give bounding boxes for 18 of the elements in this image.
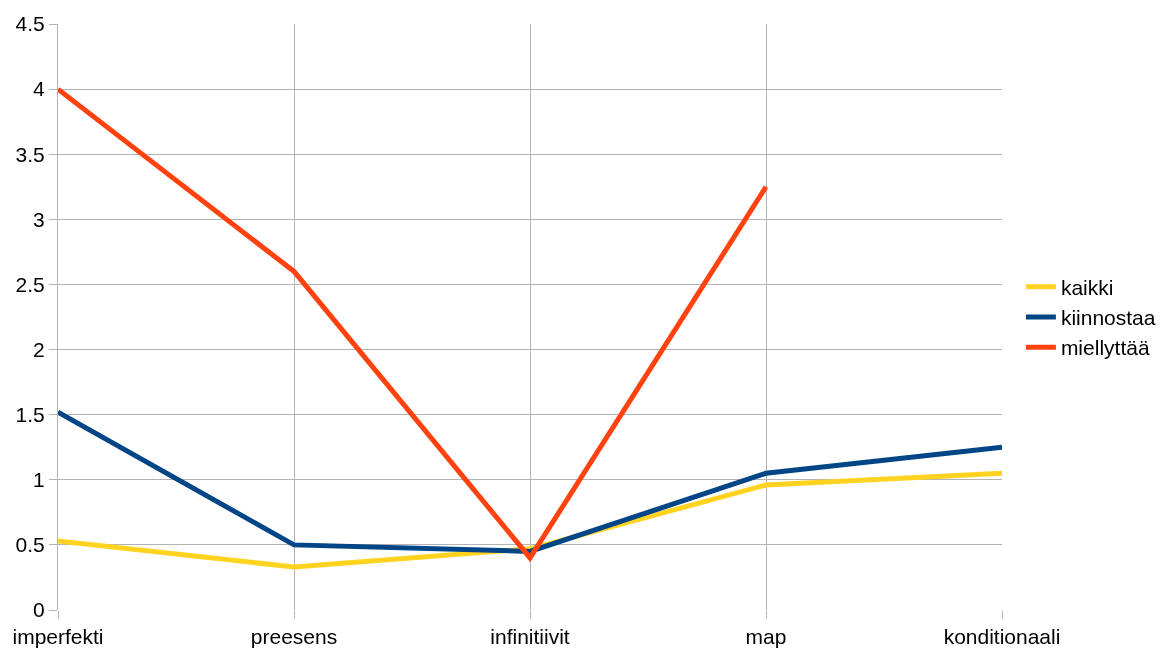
y-tick-label: 1.5 xyxy=(15,403,45,427)
x-tick-label: preesens xyxy=(250,625,338,649)
y-tick-label: 1 xyxy=(33,468,45,492)
legend-label: miellyttää xyxy=(1060,336,1150,360)
x-tick-label: imperfekti xyxy=(12,625,104,649)
y-tick-label: 4 xyxy=(33,77,46,101)
y-tick-label: 4.5 xyxy=(15,12,45,36)
y-tick-label: 0 xyxy=(33,598,45,622)
x-tick-label: infinitiivit xyxy=(490,625,570,649)
x-tick-label: map xyxy=(745,625,787,649)
y-tick-label: 2 xyxy=(33,337,45,361)
legend-label: kaikki xyxy=(1060,275,1114,299)
legend-label: kiinnostaa xyxy=(1060,306,1156,330)
y-tick-label: 2.5 xyxy=(15,272,45,296)
y-tick-label: 0.5 xyxy=(15,533,45,557)
x-tick-label: konditionaali xyxy=(943,625,1061,649)
y-tick-label: 3 xyxy=(33,207,45,231)
y-tick-label: 3.5 xyxy=(15,142,45,166)
